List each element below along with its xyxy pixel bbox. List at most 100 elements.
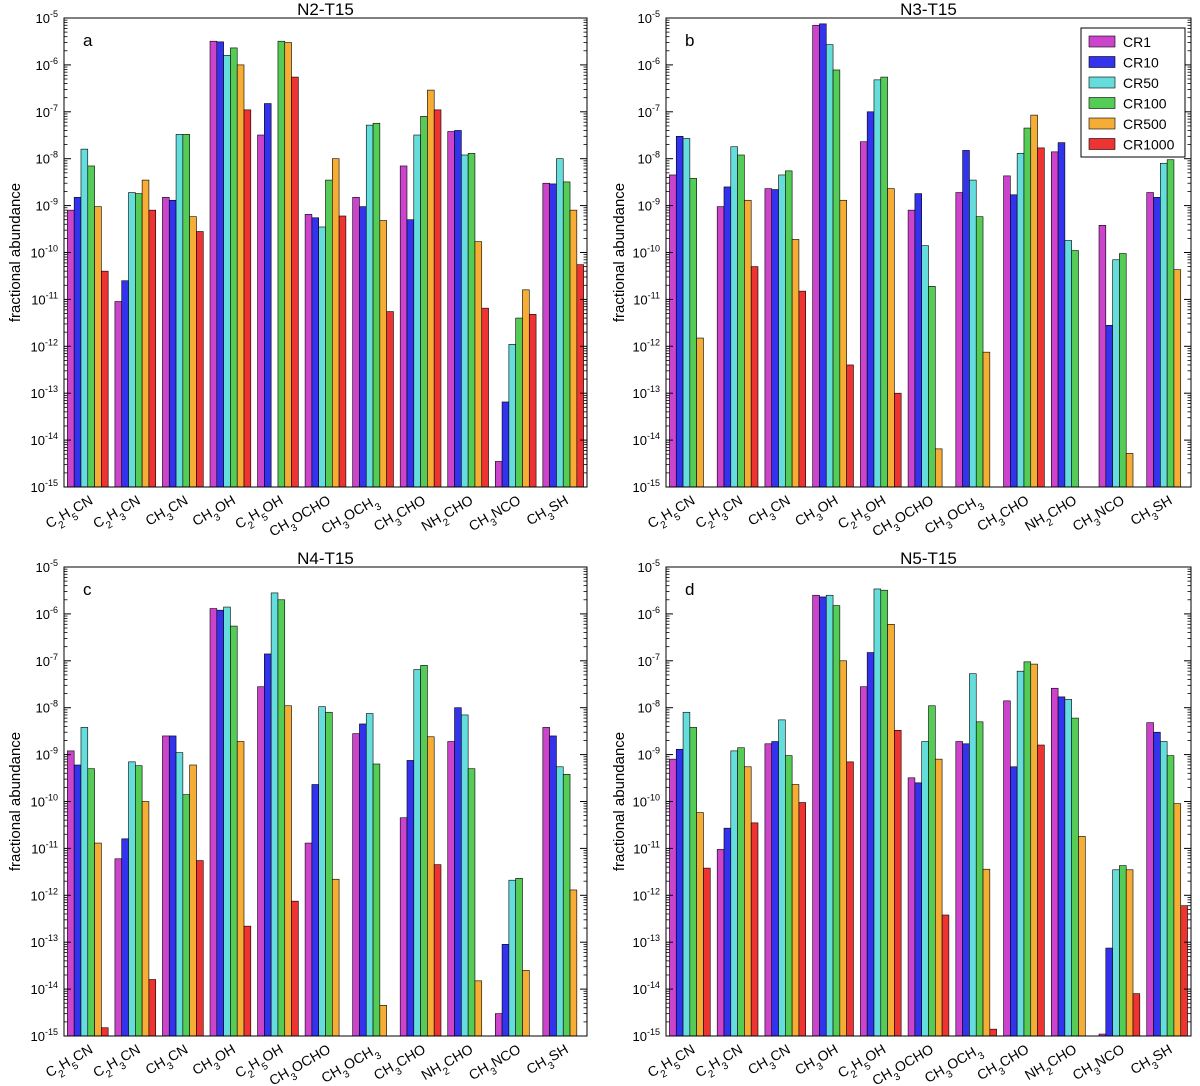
y-tick-label: 10-13 <box>633 933 660 950</box>
bar-cr500-nh2cho <box>1078 836 1086 1037</box>
bar-cr1000-c2h5oh <box>894 729 902 1037</box>
bar-cr100-ch3och3 <box>975 721 984 1037</box>
y-tick-label: 10-11 <box>31 290 58 307</box>
bar-cr10-ch3cn <box>168 199 177 488</box>
y-tick-label: 10-13 <box>633 384 660 401</box>
y-tick-label: 10-5 <box>638 558 660 575</box>
bar-cr50-ch3cho <box>1016 670 1025 1037</box>
x-tick-label: CH3OH <box>189 492 240 534</box>
bar-cr10-ch3nco <box>1105 325 1113 488</box>
bar-cr10-ch3och3 <box>962 150 970 488</box>
bar-cr50-c2h5cn <box>682 711 691 1037</box>
bar-cr50-ch3ocho <box>318 226 326 488</box>
x-tick-label: NH2CHO <box>1022 1041 1082 1086</box>
bar-cr1-ch3ocho <box>907 777 916 1037</box>
x-tick-label: C2H3CN <box>90 492 145 536</box>
bar-cr500-c2h5cn <box>696 812 704 1037</box>
bar-cr500-ch3nco <box>1125 869 1134 1037</box>
y-tick-label: 10-8 <box>638 150 660 167</box>
bar-cr10-c2h5cn <box>73 197 82 488</box>
y-tick-label: 10-12 <box>633 337 660 354</box>
bar-cr1000-ch3och3 <box>989 1028 997 1037</box>
y-tick-label: 10-6 <box>638 56 660 73</box>
legend-swatch-cr50 <box>1088 76 1116 89</box>
bar-cr50-c2h5oh <box>270 592 279 1037</box>
bar-cr1-ch3oh <box>812 594 820 1037</box>
bar-cr500-ch3och3 <box>379 220 387 488</box>
bar-cr100-ch3ocho <box>325 711 333 1037</box>
bar-cr100-c2h3cn <box>135 765 143 1037</box>
bar-cr1-ch3cn <box>764 743 773 1037</box>
x-tick-label: CH3CN <box>142 492 193 534</box>
x-tick-label: CH3CHO <box>371 492 431 539</box>
bar-cr100-nh2cho <box>1071 250 1079 488</box>
bar-cr10-ch3och3 <box>962 743 970 1037</box>
y-tick-label: 10-11 <box>31 839 58 856</box>
bar-cr10-ch3oh <box>216 609 224 1037</box>
bar-cr500-ch3nco <box>1125 453 1134 488</box>
bar-cr100-ch3ocho <box>928 705 936 1037</box>
bar-cr100-ch3cho <box>1023 661 1032 1037</box>
bar-cr500-ch3sh <box>569 209 578 488</box>
bar-cr50-ch3cn <box>778 719 786 1037</box>
bar-cr1-c2h5cn <box>669 758 677 1037</box>
bar-cr1-ch3oh <box>209 40 218 488</box>
bar-cr1-ch3nco <box>494 1013 503 1037</box>
panel-a: N2-T15 a fractional abundance 10-15 10-14 10-… <box>7 0 588 539</box>
bar-cr500-c2h5cn <box>696 337 704 488</box>
bar-cr50-ch3oh <box>223 606 231 1037</box>
bar-cr10-ch3cho <box>406 760 415 1037</box>
bar-cr1-nh2cho <box>1050 687 1059 1037</box>
bar-cr50-c2h5cn <box>80 148 89 488</box>
bar-cr1-c2h5oh <box>860 686 868 1037</box>
bar-cr500-ch3cn <box>791 239 800 488</box>
panel-title: N5-T15 <box>900 549 957 568</box>
bar-cr10-ch3sh <box>1153 197 1161 488</box>
bar-cr100-c2h5oh <box>277 40 286 488</box>
bar-cr1000-c2h3cn <box>148 209 157 488</box>
bar-cr50-ch3nco <box>508 879 516 1037</box>
bar-cr500-c2h3cn <box>744 199 752 488</box>
bar-cr500-c2h5cn <box>94 206 102 488</box>
bar-cr1000-ch3oh <box>243 109 252 488</box>
bar-cr1-ch3sh <box>542 727 550 1037</box>
bar-cr1000-c2h5cn <box>703 867 711 1037</box>
x-tick-label: C2H5CN <box>43 1041 98 1085</box>
bar-cr1000-c2h3cn <box>148 979 157 1037</box>
panel-b: N3-T15 b fractional abundance 10-15 10-14 10-… <box>611 0 1192 539</box>
panel-c: N4-T15 c fractional abundance 10-15 10-14 10-… <box>7 549 588 1086</box>
legend-swatch-cr10 <box>1088 56 1116 68</box>
bar-cr500-c2h5oh <box>887 623 895 1037</box>
bar-cr10-c2h3cn <box>121 280 129 488</box>
bar-cr10-c2h3cn <box>723 186 732 488</box>
legend-swatch-cr1000 <box>1088 138 1116 150</box>
bar-cr10-c2h3cn <box>121 838 129 1037</box>
bar-cr10-c2h5oh <box>264 653 272 1037</box>
bar-cr1-ch3ocho <box>304 842 313 1037</box>
x-tick-label: C2H3CN <box>90 1041 145 1085</box>
bar-cr1-ch3sh <box>1146 192 1154 488</box>
y-tick-label: 10-5 <box>638 9 660 26</box>
bar-cr1-ch3cho <box>399 165 408 488</box>
bar-cr500-ch3sh <box>1173 803 1182 1037</box>
bar-cr50-ch3sh <box>556 766 564 1037</box>
bar-cr100-ch3och3 <box>372 122 381 488</box>
y-tick-label: 10-12 <box>31 886 58 903</box>
bar-cr50-ch3ocho <box>318 706 326 1037</box>
bar-cr50-ch3sh <box>1160 741 1168 1037</box>
x-tick-label: CH3SH <box>524 1041 574 1082</box>
bar-cr50-ch3cn <box>175 752 184 1037</box>
bar-cr50-ch3cho <box>413 134 421 488</box>
y-tick-label: 10-8 <box>36 699 58 716</box>
bar-cr100-c2h5oh <box>880 76 888 488</box>
bar-cr50-ch3sh <box>1160 162 1168 488</box>
panel-title: N2-T15 <box>297 0 354 19</box>
bar-cr10-c2h5cn <box>675 136 684 488</box>
bar-cr1-ch3nco <box>1098 225 1107 488</box>
y-tick-label: 10-13 <box>31 933 58 950</box>
legend-label-cr1: CR1 <box>1123 34 1151 50</box>
bar-cr50-ch3och3 <box>969 179 977 488</box>
bar-cr100-ch3cn <box>182 794 190 1037</box>
bar-cr50-ch3ocho <box>921 245 929 488</box>
bar-cr100-ch3cn <box>785 755 793 1037</box>
